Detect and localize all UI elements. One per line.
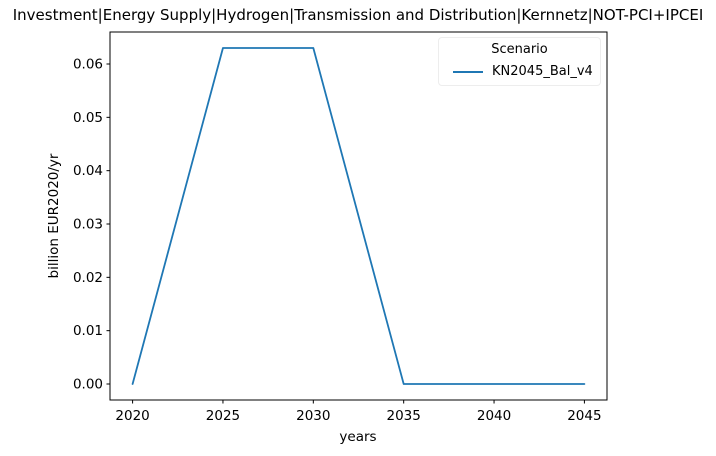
x-axis-label: years — [339, 429, 376, 445]
y-tick-label: 0.03 — [73, 217, 103, 233]
legend-line-swatch — [453, 71, 483, 73]
x-tick-label: 2040 — [477, 408, 511, 424]
legend-title: Scenario — [491, 42, 548, 57]
x-tick-label: 2030 — [296, 408, 330, 424]
legend-series-label: KN2045_Bal_v4 — [492, 64, 593, 79]
y-tick-label: 0.06 — [73, 57, 103, 73]
chart-title: Investment|Energy Supply|Hydrogen|Transm… — [12, 6, 704, 24]
legend-entry: KN2045_Bal_v4 — [439, 64, 600, 80]
legend: Scenario KN2045_Bal_v4 — [438, 37, 601, 86]
y-tick-label: 0.01 — [73, 323, 103, 339]
y-tick-label: 0.04 — [73, 163, 103, 179]
y-axis-label: billion EUR2020/yr — [46, 153, 62, 278]
y-tick-label: 0.02 — [73, 270, 103, 286]
x-tick-label: 2035 — [387, 408, 421, 424]
data-line-KN2045_Bal_v4 — [131, 47, 586, 385]
x-tick-label: 2045 — [567, 408, 601, 424]
x-tick-label: 2025 — [206, 408, 240, 424]
x-tick-label: 2020 — [115, 408, 149, 424]
axes-frame — [109, 31, 608, 401]
y-tick-label: 0.00 — [73, 377, 103, 393]
y-tick-label: 0.05 — [73, 110, 103, 126]
